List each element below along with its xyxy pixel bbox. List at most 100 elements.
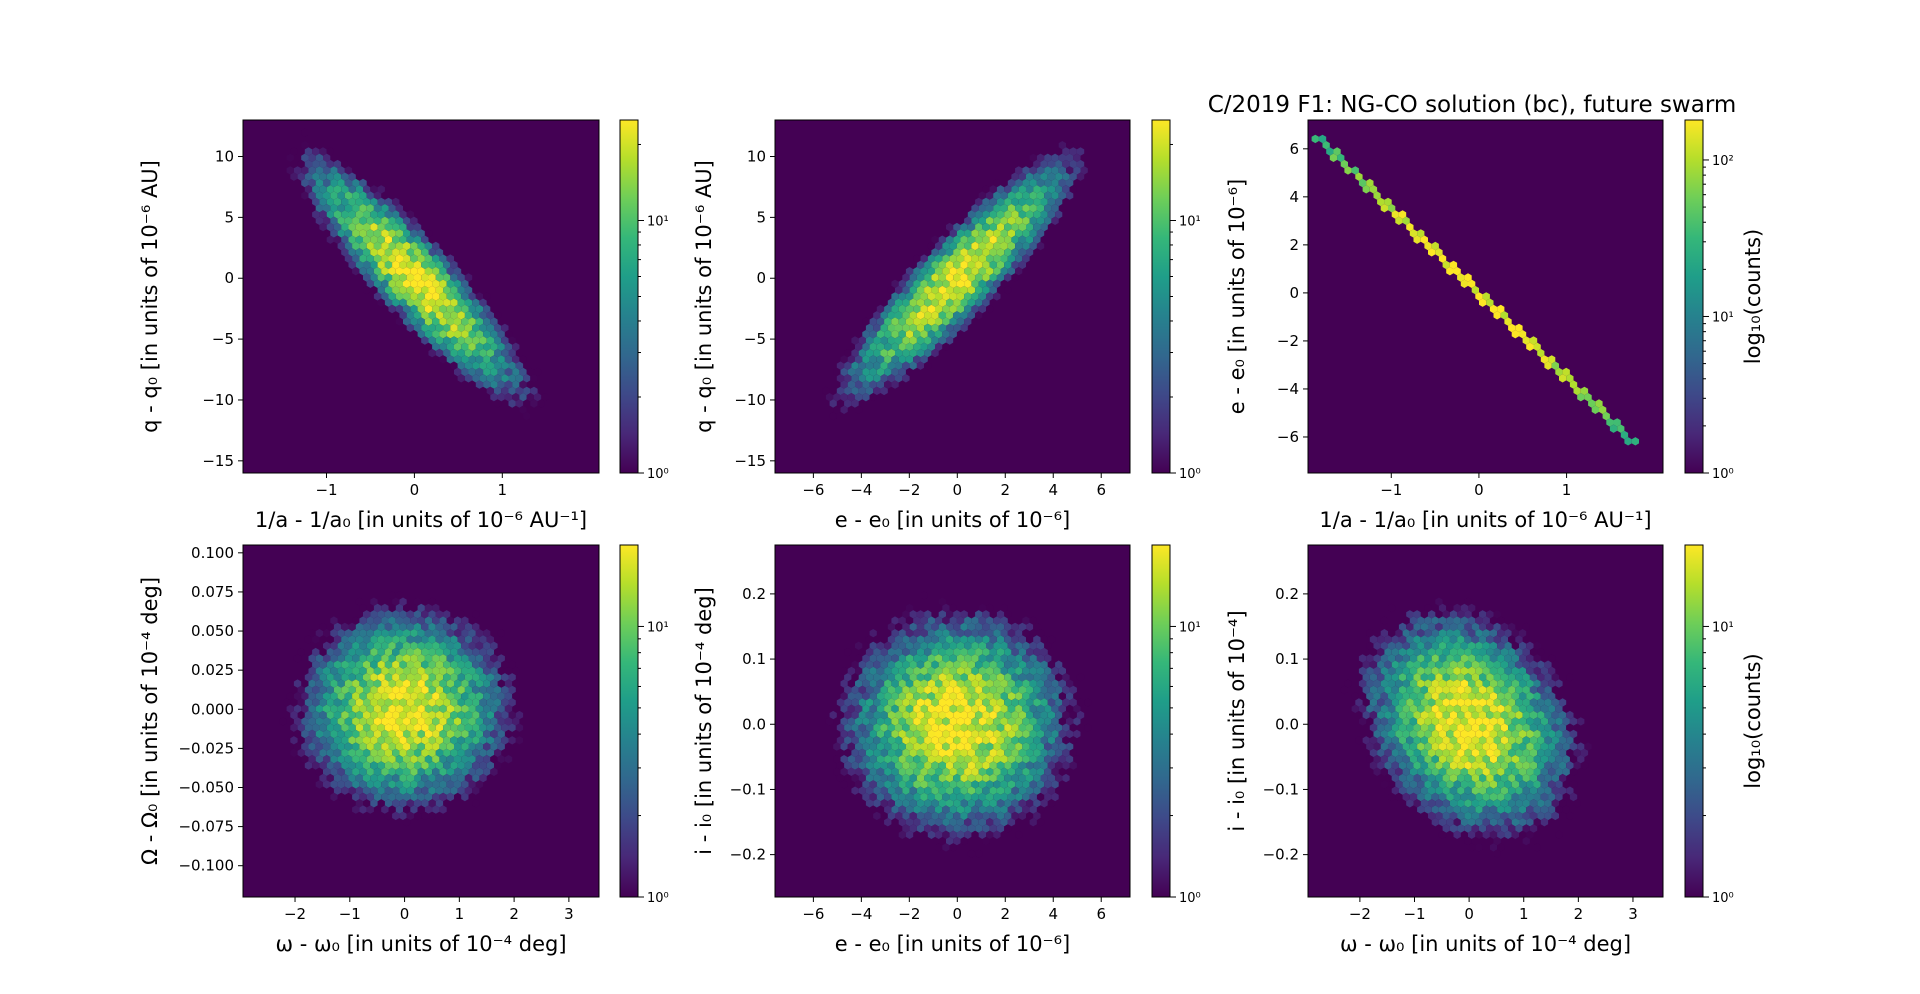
hex-bin <box>960 622 968 632</box>
hex-bin <box>887 685 895 695</box>
hex-bin <box>293 704 302 713</box>
hex-bin <box>913 654 921 663</box>
hex-bin <box>406 799 414 808</box>
hex-bin <box>490 704 498 713</box>
hex-bin <box>891 805 899 814</box>
hex-bin <box>373 692 382 701</box>
hex-bin <box>956 317 965 326</box>
hex-bin <box>301 141 309 150</box>
hex-bin <box>494 336 502 345</box>
hex-bin <box>472 348 480 358</box>
hex-bin <box>1406 622 1414 632</box>
hex-bin <box>344 704 353 713</box>
hex-bin <box>1475 717 1483 726</box>
hex-bin <box>384 736 393 745</box>
hex-bin <box>1022 166 1030 175</box>
hex-bin <box>905 342 914 351</box>
hex-bin <box>490 641 498 650</box>
hex-bin <box>1508 736 1516 745</box>
hex-bin <box>1051 178 1059 188</box>
hex-bin <box>315 729 323 739</box>
hex-bin <box>373 792 382 802</box>
hex-bin <box>1569 767 1578 776</box>
hex-bin <box>1431 692 1439 701</box>
hex-bin <box>920 254 928 263</box>
hex-bin <box>384 622 393 632</box>
hex-bin <box>497 755 505 764</box>
hex-bin <box>938 799 946 808</box>
hex-bin <box>986 229 994 238</box>
hex-bin <box>508 399 516 408</box>
hex-bin <box>1029 216 1037 225</box>
hex-bin <box>1555 830 1563 839</box>
hex-bin <box>942 317 950 326</box>
hex-bin <box>501 323 509 333</box>
hex-bin <box>1497 666 1505 676</box>
hex-bin <box>909 311 917 320</box>
hex-bin <box>1377 761 1385 770</box>
hex-bin <box>960 824 968 833</box>
hex-bin <box>982 660 990 669</box>
hex-bin <box>1460 679 1468 688</box>
hex-bin <box>1011 786 1019 795</box>
hex-bin <box>1522 660 1530 669</box>
hex-bin <box>475 304 484 314</box>
hex-bin <box>1380 755 1388 764</box>
hex-bin <box>986 292 994 301</box>
hex-bin <box>1457 773 1465 783</box>
hex-bin <box>1522 748 1530 758</box>
hex-bin <box>1007 780 1016 789</box>
hex-bin <box>366 729 374 739</box>
hex-bin <box>1431 616 1439 625</box>
hex-bin <box>486 647 494 657</box>
hex-bin <box>996 647 1005 657</box>
hex-bin <box>927 292 935 301</box>
hex-bin <box>949 679 957 688</box>
hex-bin <box>424 641 433 650</box>
hex-bin <box>880 673 888 682</box>
hex-bin <box>457 622 465 632</box>
hex-bin <box>1497 304 1505 314</box>
hex-bin <box>1391 685 1399 695</box>
hex-bin <box>377 786 385 795</box>
hex-bin <box>931 298 939 307</box>
hex-bin <box>457 685 465 695</box>
hex-bin <box>435 773 444 783</box>
hex-bin <box>439 641 447 650</box>
hex-bin <box>330 229 338 238</box>
hex-bin <box>497 692 505 701</box>
hex-bin <box>964 292 972 301</box>
hex-bin <box>920 767 928 776</box>
hex-bin <box>1073 729 1081 739</box>
hex-bin <box>359 641 367 650</box>
hex-bin <box>1018 197 1026 207</box>
hex-bin <box>497 742 505 751</box>
hex-bin <box>428 786 436 795</box>
hex-bin <box>865 348 874 358</box>
x-axis-label: e - e₀ [in units of 10⁻⁶] <box>835 508 1071 532</box>
hex-bin <box>884 304 892 314</box>
hex-bin <box>392 773 400 783</box>
hex-bin <box>935 742 943 751</box>
hex-bin <box>967 799 976 808</box>
hex-bin <box>432 792 440 802</box>
hex-bin <box>454 279 462 288</box>
hex-bin <box>392 660 400 669</box>
hex-bin <box>432 742 440 751</box>
hex-bin <box>840 666 848 676</box>
hex-bin <box>1391 736 1399 745</box>
hex-bin <box>1449 673 1458 682</box>
hex-bin <box>931 311 939 320</box>
hex-bin <box>905 616 914 625</box>
hex-bin <box>330 191 338 200</box>
hex-bin <box>439 742 447 751</box>
hex-bin <box>1438 805 1447 814</box>
hex-bin <box>905 830 914 839</box>
hex-bin <box>1515 673 1523 682</box>
hex-bin <box>1380 717 1388 726</box>
hex-bin <box>1431 805 1439 814</box>
hex-bin <box>1406 610 1414 619</box>
hex-bin <box>960 660 968 669</box>
hex-bin <box>1417 641 1425 650</box>
hex-bin <box>1420 235 1428 244</box>
